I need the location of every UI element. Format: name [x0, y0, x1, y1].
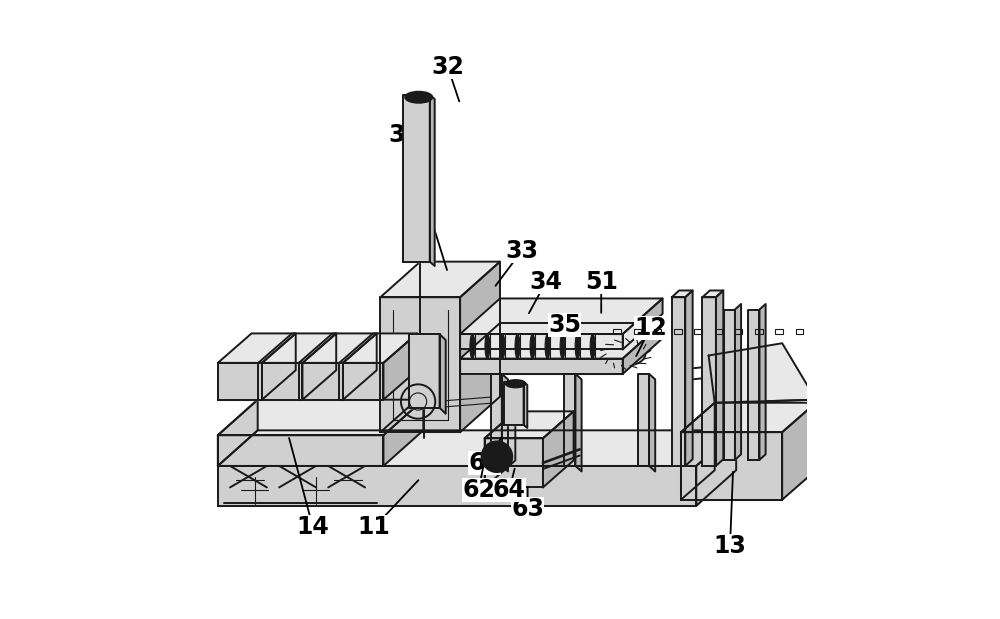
Text: 32: 32	[431, 55, 464, 79]
Polygon shape	[681, 432, 782, 500]
Polygon shape	[302, 334, 336, 400]
Ellipse shape	[530, 334, 535, 358]
Ellipse shape	[500, 334, 505, 358]
Bar	[674, 329, 682, 334]
Bar	[613, 329, 621, 334]
Polygon shape	[724, 310, 735, 460]
Polygon shape	[681, 403, 816, 432]
Polygon shape	[460, 358, 623, 374]
Text: 33: 33	[505, 239, 538, 263]
Bar	[634, 329, 641, 334]
Ellipse shape	[470, 334, 475, 358]
Polygon shape	[383, 400, 423, 466]
Polygon shape	[623, 298, 663, 349]
Polygon shape	[485, 412, 515, 487]
Polygon shape	[218, 400, 258, 466]
Bar	[755, 329, 763, 334]
Ellipse shape	[590, 334, 595, 358]
Ellipse shape	[489, 449, 505, 464]
Polygon shape	[759, 304, 766, 460]
Polygon shape	[380, 297, 460, 432]
Polygon shape	[218, 435, 383, 466]
Polygon shape	[460, 334, 623, 349]
Text: 51: 51	[585, 270, 618, 294]
Polygon shape	[485, 438, 543, 487]
Polygon shape	[672, 290, 693, 297]
Polygon shape	[403, 95, 430, 262]
Text: 31: 31	[388, 123, 421, 147]
Polygon shape	[218, 430, 736, 466]
Bar	[694, 329, 702, 334]
Text: 12: 12	[634, 316, 667, 340]
Polygon shape	[524, 382, 527, 428]
Polygon shape	[262, 334, 296, 400]
Polygon shape	[218, 363, 262, 400]
Polygon shape	[543, 412, 574, 487]
Polygon shape	[430, 95, 435, 266]
Polygon shape	[218, 334, 296, 363]
Polygon shape	[491, 374, 502, 466]
Polygon shape	[782, 403, 816, 500]
Polygon shape	[343, 334, 377, 400]
Text: 11: 11	[358, 515, 391, 539]
Polygon shape	[649, 374, 655, 472]
Ellipse shape	[575, 334, 580, 358]
Polygon shape	[339, 334, 417, 363]
Polygon shape	[485, 412, 574, 438]
Text: 34: 34	[530, 270, 562, 294]
Polygon shape	[716, 290, 723, 466]
Text: 13: 13	[714, 534, 746, 558]
Polygon shape	[258, 363, 302, 400]
Ellipse shape	[405, 92, 432, 103]
Polygon shape	[460, 298, 663, 334]
Polygon shape	[409, 334, 440, 408]
Text: 62: 62	[462, 478, 495, 503]
Polygon shape	[623, 323, 663, 374]
Polygon shape	[380, 262, 500, 297]
Bar	[796, 329, 803, 334]
Polygon shape	[575, 374, 582, 472]
Bar	[816, 329, 823, 334]
Ellipse shape	[560, 334, 565, 358]
Polygon shape	[564, 374, 575, 466]
Polygon shape	[709, 344, 816, 403]
Polygon shape	[702, 297, 716, 466]
Polygon shape	[748, 310, 759, 460]
Text: 14: 14	[297, 515, 329, 539]
Polygon shape	[440, 334, 446, 413]
Polygon shape	[299, 334, 377, 363]
Polygon shape	[681, 403, 715, 500]
Polygon shape	[460, 323, 663, 358]
Polygon shape	[672, 297, 685, 466]
Polygon shape	[258, 334, 336, 363]
Ellipse shape	[482, 441, 512, 472]
Bar	[654, 329, 661, 334]
Polygon shape	[339, 363, 383, 400]
Bar	[715, 329, 722, 334]
Bar	[775, 329, 783, 334]
Ellipse shape	[515, 334, 520, 358]
Polygon shape	[504, 382, 524, 425]
Polygon shape	[685, 290, 693, 466]
Text: 63: 63	[511, 497, 544, 521]
Ellipse shape	[485, 334, 490, 358]
Polygon shape	[218, 400, 423, 435]
Polygon shape	[460, 262, 500, 432]
Polygon shape	[735, 304, 741, 460]
Polygon shape	[502, 374, 508, 472]
Text: 35: 35	[548, 313, 581, 337]
Polygon shape	[696, 430, 736, 506]
Ellipse shape	[506, 380, 525, 387]
Ellipse shape	[545, 334, 550, 358]
Polygon shape	[383, 334, 417, 400]
Polygon shape	[299, 363, 343, 400]
Text: 64: 64	[493, 478, 526, 503]
Bar	[735, 329, 742, 334]
Text: 61: 61	[468, 451, 501, 475]
Polygon shape	[638, 374, 649, 466]
Bar	[836, 329, 844, 334]
Polygon shape	[218, 466, 696, 506]
Polygon shape	[702, 290, 723, 297]
